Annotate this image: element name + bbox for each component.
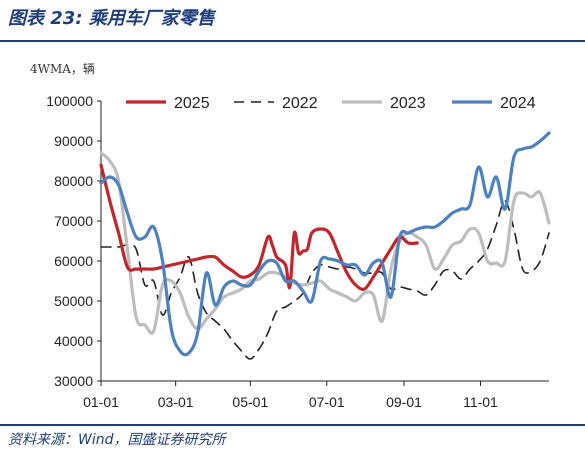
series-line-2023	[99, 151, 551, 335]
unit-label: 4WMA，辆	[30, 62, 95, 76]
x-tick-label: 07-01	[309, 394, 345, 410]
series-line-2024	[99, 131, 551, 357]
x-tick-label: 09-01	[386, 394, 422, 410]
y-tick-label: 50000	[54, 293, 93, 309]
legend-label-2024: 2024	[500, 95, 536, 112]
axes-layer: 30000 40000 50000 60000 70000 80000 90000 10000…	[46, 93, 549, 410]
y-tick-label: 70000	[54, 213, 93, 229]
source-note: 资料来源：Wind，国盛证券研究所	[8, 432, 226, 448]
legend: 2025 2022 2023 2024	[126, 95, 536, 112]
y-tick-label: 80000	[54, 173, 93, 189]
y-tick-label: 100000	[46, 93, 93, 109]
series-line-2025	[99, 163, 419, 291]
x-tick-label: 03-01	[158, 394, 194, 410]
legend-label-2023: 2023	[390, 95, 426, 112]
legend-label-2022: 2022	[282, 95, 318, 112]
x-tick-label: 05-01	[232, 394, 268, 410]
y-tick-label: 30000	[54, 373, 93, 389]
series-layer	[99, 131, 551, 360]
y-tick-label: 90000	[54, 133, 93, 149]
y-tick-label: 60000	[54, 253, 93, 269]
footer-divider	[0, 424, 585, 426]
figure-title: 图表 23: 乘用车厂家零售	[8, 8, 215, 29]
y-tick-label: 40000	[54, 333, 93, 349]
x-tick-label: 11-01	[463, 394, 498, 410]
title-divider	[0, 40, 585, 42]
legend-label-2025: 2025	[174, 95, 210, 112]
x-tick-label: 01-01	[83, 394, 119, 410]
